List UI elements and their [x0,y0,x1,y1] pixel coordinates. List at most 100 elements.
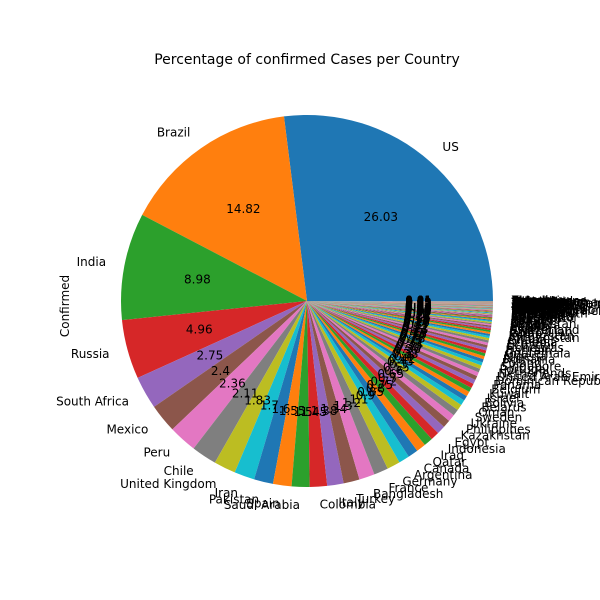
pie-slice-maldives [307,301,493,304]
pie-slice-india [120,214,307,321]
pie-slice-switzerland [307,301,492,329]
slice-percentage-germany: 1.1 [349,392,368,406]
pie-slice-moldova [307,301,492,325]
slice-percentage-estonia: 0.01 [405,294,432,308]
pie-slice-armenia [307,301,490,341]
pie-slice-qatar [307,301,425,451]
slice-label-japan: Japan [508,327,542,341]
pie-slice-nicaragua [307,301,493,304]
slice-percentage-suriname: 0.01 [405,294,432,308]
slice-percentage-belgium: 0.36 [394,342,421,356]
slice-label-india: India [77,255,106,269]
slice-label-spain: Spain [246,496,280,510]
y-axis-label: Confirmed [58,275,72,337]
slice-label-slovakia: Slovakia [512,294,562,308]
slice-label-netherlands: Netherlands [498,366,571,380]
slice-label-south-africa: South Africa [56,394,129,408]
slice-percentage-canada: 0.85 [357,385,384,399]
slice-percentage-libya: 0.02 [405,296,432,310]
slice-label-mauritania: Mauritania [512,299,576,313]
pie-slice-austria [307,301,493,318]
slice-percentage-congo-kinshasa: 0.01 [405,295,432,309]
pie-slice-luxembourg [307,301,493,307]
pie-slice-czechia [307,301,493,314]
slice-label-germany: Germany [402,475,457,489]
slice-label-kuwait: Kuwait [489,387,529,401]
slice-label-finland: Finland [511,301,554,315]
slice-percentage-luxembourg: 0.02 [405,297,432,311]
slice-label-brazil: Brazil [157,125,191,139]
pie-slice-germany [307,301,400,469]
slice-percentage-central-african-republic: 0.01 [405,295,432,309]
slice-percentage-switzerland: 0.13 [404,310,431,324]
pie-slice-djibouti [307,301,493,305]
slice-label-peru: Peru [143,446,170,460]
slice-percentage-india: 8.98 [184,273,211,287]
pie-slice-hungary [307,301,493,305]
pie-slice-jamaica [307,301,493,302]
slice-percentage-eswatini: 0.01 [405,295,432,309]
slice-label-qatar: Qatar [433,455,467,469]
pie-slice-ukraine [307,301,458,416]
slice-label-afghanistan: Afghanistan [508,331,579,345]
pie-slice-brazil [142,116,307,302]
slice-label-ethiopia: Ethiopia [511,308,560,322]
pie-slice-nigeria [307,301,487,354]
slice-label-bosnia-and-herzegovina: Bosnia and Herzegovina [511,304,600,318]
pie-slice-south-sudan [307,301,493,303]
slice-percentage-djibouti: 0.01 [405,296,432,310]
slice-label-ukraine: Ukraine [471,416,517,430]
slice-label-ireland: Ireland [511,315,553,329]
slice-percentage-montenegro: 0.01 [405,295,432,309]
slice-label-bulgaria: Bulgaria [511,304,561,318]
pie-slice-us [283,114,493,301]
slice-percentage-philippines: 0.6 [384,364,403,378]
pie-slice-portugal [307,301,483,366]
slice-percentage-us: 26.03 [364,210,398,224]
pie-slice-singapore [307,301,484,363]
slice-percentage-sierra-leone: 0.01 [405,294,432,308]
pie-slice-azerbaijan [307,301,491,331]
slice-percentage-saudi-arabia: 1.5 [294,405,313,419]
slice-percentage-bahrain: 0.22 [402,321,429,335]
slice-label-yemen: Yemen [511,294,552,308]
slice-label-tajikistan: Tajikistan [510,300,567,314]
slice-label-nicaragua: Nicaragua [512,296,573,310]
slice-percentage-afghanistan: 0.17 [403,314,430,328]
slice-label-belarus: Belarus [481,400,526,414]
pie-slice-denmark [307,301,493,313]
slice-percentage-moldova: 0.1 [408,307,427,321]
slice-label-kenya: Kenya [511,314,548,328]
pie-slice-cabo-verde [307,301,493,303]
pie-slice-sri-lanka [307,301,493,303]
pie-slice-mali [307,301,493,303]
pie-slice-norway [307,301,493,309]
slice-percentage-sweden: 0.5 [389,357,408,371]
slice-percentage-poland: 0.26 [400,328,427,342]
pie-slice-bolivia [307,301,470,397]
pie-slice-equatorial-guinea [307,301,493,305]
slice-label-estonia: Estonia [512,294,556,308]
pie-slice-suriname [307,301,493,303]
pie-slice-zambia [307,301,493,308]
slice-label-zambia: Zambia [511,301,557,315]
slice-percentage-angola: 0.01 [405,294,432,308]
slice-label-cote-d-ivoire: Cote d'Ivoire [511,303,587,317]
slice-label-jamaica: Jamaica [511,294,559,308]
slice-label-us: US [442,140,458,154]
slice-label-montenegro: Montenegro [512,296,584,310]
slice-label-venezuela: Venezuela [511,305,573,319]
pie-slice-el-salvador [307,301,493,317]
pie-slice-united-arab-emirates [307,301,481,373]
slice-label-chile: Chile [164,464,194,478]
slice-label-algeria: Algeria [510,321,552,335]
slice-percentage-honduras: 0.21 [402,319,429,333]
slice-label-lithuania: Lithuania [512,294,568,308]
slice-label-turkey: Turkey [355,492,395,506]
slice-percentage-kuwait: 0.37 [393,344,420,358]
slice-label-congo-kinshasa: Congo (Kinshasa) [512,295,600,309]
pie-slice-morocco [307,301,493,319]
slice-percentage-kyrgyzstan: 0.16 [404,313,431,327]
slice-percentage-zambia: 0.02 [405,298,432,312]
